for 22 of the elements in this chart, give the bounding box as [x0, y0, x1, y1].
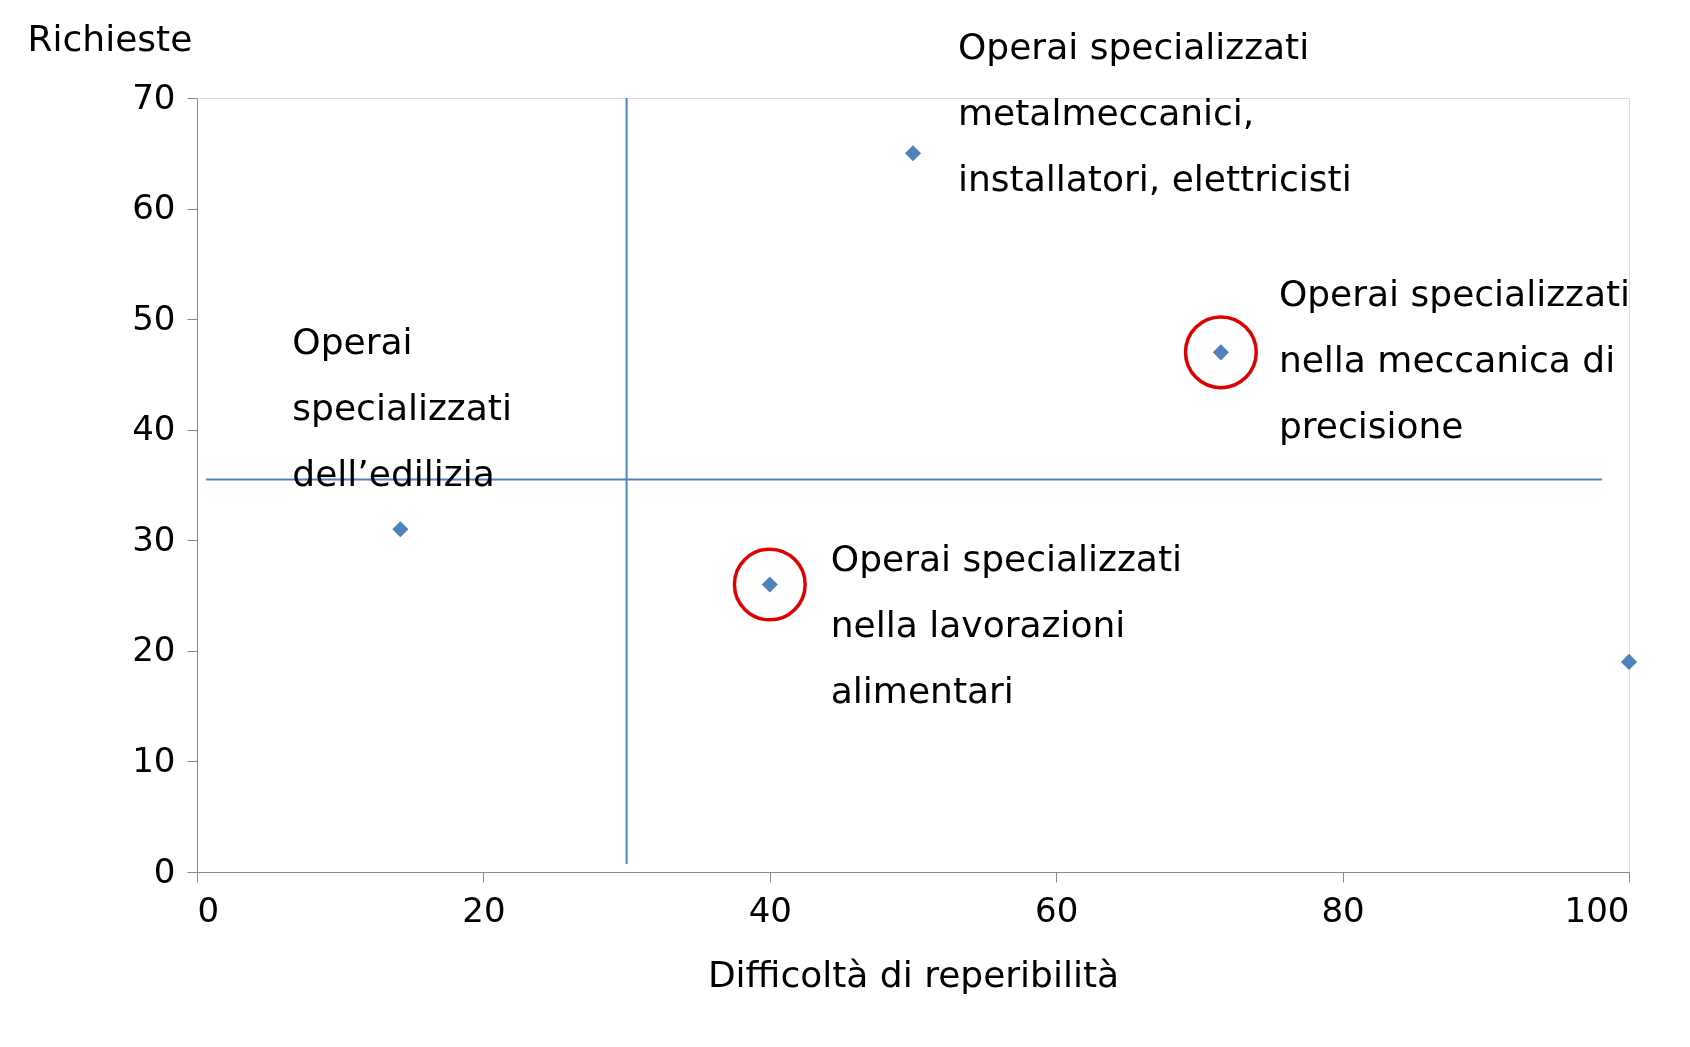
x-tick-label: 60 [1035, 889, 1079, 930]
x-tick-label: 80 [1321, 889, 1365, 930]
x-tick-label: 20 [462, 889, 506, 930]
annotation: Operai specializzati nella lavorazioni alimentari [830, 537, 1183, 711]
point [392, 521, 409, 538]
annotation: Operai specializzati nella meccanica di precisione [1278, 273, 1631, 447]
y-tick-label: 0 [153, 850, 176, 891]
x-axis-title: Difficoltà di reperibilità [707, 953, 1120, 995]
point [904, 145, 922, 162]
y-tick-label: 10 [132, 739, 176, 780]
y-tick-label: 30 [132, 518, 176, 559]
y-tick-label: 60 [132, 187, 176, 228]
x-tick-label: 100 [1564, 889, 1630, 930]
x-tick-label: 0 [197, 889, 220, 930]
y-tick-label: 70 [132, 76, 176, 117]
y-axis-title: Richieste [27, 17, 193, 59]
x-tick-label: 40 [748, 889, 792, 930]
y-tick-label: 20 [132, 629, 176, 670]
y-tick-label: 50 [132, 297, 176, 338]
annotation: Operai specializzati metalmeccanici, installatori, elettricisti [958, 26, 1352, 200]
y-tick-label: 40 [132, 408, 176, 449]
point [1620, 653, 1638, 670]
